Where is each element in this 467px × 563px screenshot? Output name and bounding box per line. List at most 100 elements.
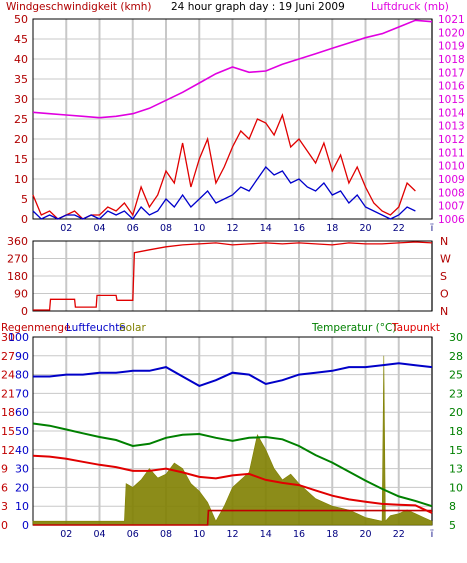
- pressure-y-tick: 1018: [438, 54, 465, 66]
- wind-average-line: [32, 166, 416, 220]
- temperature-y-tick: 5: [449, 519, 456, 532]
- direction-y-tick: 270: [7, 253, 28, 266]
- temperature-label: Temperatur (°C): [311, 322, 396, 334]
- direction-degrees-axis: 0 90 180 270 360: [7, 235, 28, 318]
- pressure-y-tick: 1011: [438, 147, 465, 159]
- pressure-y-tick: 1019: [438, 41, 465, 53]
- wind-y-tick: 40: [14, 53, 28, 66]
- temperature-y-tick: 13: [449, 463, 463, 476]
- compass-y-tick: N: [440, 235, 448, 248]
- x-tick-label: 22: [393, 223, 405, 234]
- humidity-y-tick: 100: [8, 331, 29, 344]
- pressure-line: [32, 19, 433, 119]
- x-tick-label: 20: [359, 223, 371, 234]
- temperature-axis: 5 8 10 13 15 18 20 23 25 28 30: [449, 331, 463, 532]
- solar-area: [32, 355, 433, 526]
- x-tick-label: 02: [60, 529, 72, 540]
- x-tick-label: 18: [326, 223, 338, 234]
- x-tick-label: 08: [160, 223, 172, 234]
- x-tick-label: 12: [226, 529, 238, 540]
- wind-y-tick: 0: [21, 213, 28, 226]
- wind-y-tick: 35: [14, 73, 28, 86]
- direction-chart-series: [33, 241, 433, 311]
- humidity-label: Luftfeuchte: [66, 322, 126, 334]
- x-tick-label: 12: [226, 223, 238, 234]
- rain-y-tick: 3: [1, 500, 8, 513]
- pressure-y-tick: 1006: [438, 214, 465, 226]
- temperature-y-tick: 18: [449, 425, 463, 438]
- humidity-y-tick: 40: [15, 444, 29, 457]
- compass-y-tick: S: [440, 270, 447, 283]
- solar-label: Solar: [119, 322, 146, 334]
- humidity-y-tick: 90: [15, 350, 29, 363]
- wind-y-tick: 10: [14, 173, 28, 186]
- pressure-y-tick: 1015: [438, 94, 465, 106]
- rain-y-tick: 27: [1, 350, 15, 363]
- temperature-y-tick: 23: [449, 387, 463, 400]
- pressure-y-tick: 1017: [438, 67, 465, 79]
- x-tick-label: 06: [127, 223, 139, 234]
- wind-y-tick: 45: [14, 33, 28, 46]
- rain-y-tick: 21: [1, 387, 15, 400]
- humidity-axis: 0 10 20 30 40 50 60 70 80 90 100: [8, 331, 29, 532]
- wind-y-tick: 20: [14, 133, 28, 146]
- x-tick-label: 22: [393, 529, 405, 540]
- pressure-y-tick: 1021: [438, 14, 465, 26]
- x-tick-label: ï: [430, 529, 434, 540]
- wind-y-tick: 50: [14, 13, 28, 26]
- direction-y-tick: 180: [7, 270, 28, 283]
- temperature-y-tick: 20: [449, 406, 463, 419]
- direction-y-tick: 360: [7, 235, 28, 248]
- rain-y-tick: 12: [1, 444, 15, 457]
- pressure-title: Luftdruck (mb): [371, 1, 449, 13]
- x-tick-label: 14: [260, 529, 272, 540]
- wind-speed-axis: 0 5 10 15 20 25 30 35 40 45 50: [14, 13, 28, 226]
- x-tick-label: 18: [326, 529, 338, 540]
- wind-chart-frame: [32, 18, 433, 220]
- x-tick-label: 08: [160, 529, 172, 540]
- rain-line: [33, 509, 432, 526]
- humidity-y-tick: 70: [15, 387, 29, 400]
- pressure-y-tick: 1008: [438, 187, 465, 199]
- wind-y-tick: 5: [21, 193, 28, 206]
- pressure-y-tick: 1012: [438, 134, 465, 146]
- humidity-y-tick: 20: [15, 481, 29, 494]
- x-tick-label: 14: [260, 223, 272, 234]
- x-tick-label: 04: [93, 223, 105, 234]
- pressure-y-tick: 1020: [438, 27, 465, 39]
- x-tick-label: 20: [359, 529, 371, 540]
- temperature-line: [32, 422, 433, 508]
- x-tick-label: 10: [193, 529, 205, 540]
- rain-y-tick: 30: [1, 331, 15, 344]
- pressure-y-tick: 1007: [438, 201, 465, 213]
- direction-y-tick: 90: [14, 288, 28, 301]
- wind-y-tick: 15: [14, 153, 28, 166]
- temperature-y-tick: 28: [449, 350, 463, 363]
- wind-direction-line: [33, 241, 433, 311]
- rain-y-tick: 15: [1, 425, 15, 438]
- compass-y-tick: O: [440, 288, 449, 301]
- temperature-y-tick: 10: [449, 481, 463, 494]
- humidity-y-tick: 80: [15, 369, 29, 382]
- pressure-y-tick: 1013: [438, 121, 465, 133]
- dewpoint-label: Taupunkt: [391, 322, 440, 334]
- wind-y-tick: 25: [14, 113, 28, 126]
- rain-y-tick: 24: [1, 369, 15, 382]
- x-tick-label: 16: [293, 223, 305, 234]
- chart-date-title: 24 hour graph day : 19 Juni 2009: [171, 1, 345, 13]
- rain-y-tick: 18: [1, 406, 15, 419]
- pressure-y-tick: 1014: [438, 107, 465, 119]
- rain-y-tick: 0: [1, 519, 8, 532]
- x-tick-label: 16: [293, 529, 305, 540]
- temperature-y-tick: 8: [449, 500, 456, 513]
- rain-label: Regenmenge: [1, 322, 71, 334]
- humidity-y-tick: 50: [15, 425, 29, 438]
- wind-chart-grid: [33, 18, 433, 220]
- direction-chart-frame: [32, 240, 433, 312]
- wind-chart-series: [32, 19, 433, 220]
- compass-y-tick: W: [440, 253, 451, 266]
- x-tick-label: 04: [93, 529, 105, 540]
